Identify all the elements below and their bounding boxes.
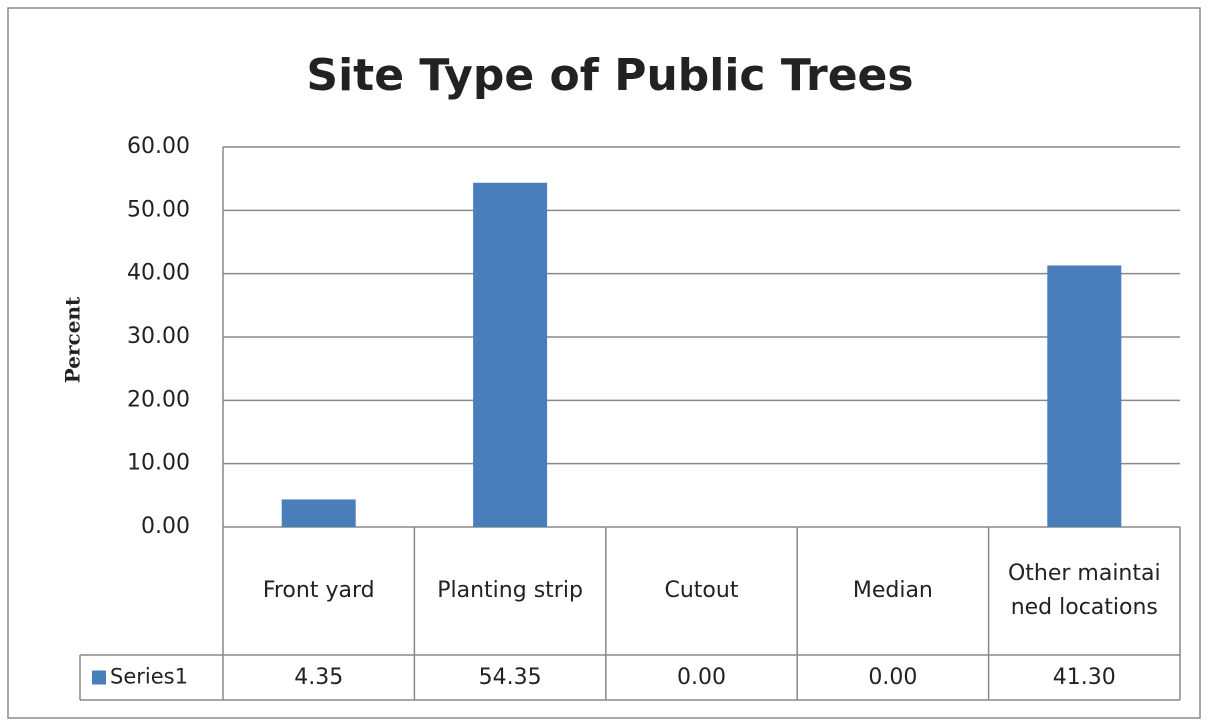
data-label: 0.00 xyxy=(868,664,918,690)
data-label: 41.30 xyxy=(1052,664,1116,690)
y-axis-label: Percent xyxy=(61,296,85,383)
bar xyxy=(1047,265,1122,527)
y-tick-label: 50.00 xyxy=(127,197,190,222)
x-tick-label: Other maintained locations xyxy=(1007,561,1161,620)
x-tick-label: Planting strip xyxy=(437,578,583,603)
chart-border xyxy=(7,7,1201,719)
y-tick-label: 10.00 xyxy=(127,451,190,476)
bar xyxy=(473,182,548,528)
data-label: 4.35 xyxy=(294,664,344,690)
y-tick-label: 0.00 xyxy=(141,514,190,539)
x-tick-label: Cutout xyxy=(664,578,739,603)
chart-title: Site Type of Public Trees xyxy=(306,50,913,101)
y-tick-label: 40.00 xyxy=(127,261,190,286)
data-label: 0.00 xyxy=(677,664,726,690)
x-tick-label: Front yard xyxy=(262,578,375,603)
bar xyxy=(281,499,356,527)
legend-label: Series1 xyxy=(110,665,188,689)
y-tick-label: 60.00 xyxy=(127,134,190,159)
data-label: 54.35 xyxy=(478,664,542,690)
x-tick-label: Median xyxy=(852,578,933,603)
legend-swatch xyxy=(92,670,106,685)
y-tick-label: 30.00 xyxy=(127,324,190,349)
y-tick-label: 20.00 xyxy=(127,387,190,412)
